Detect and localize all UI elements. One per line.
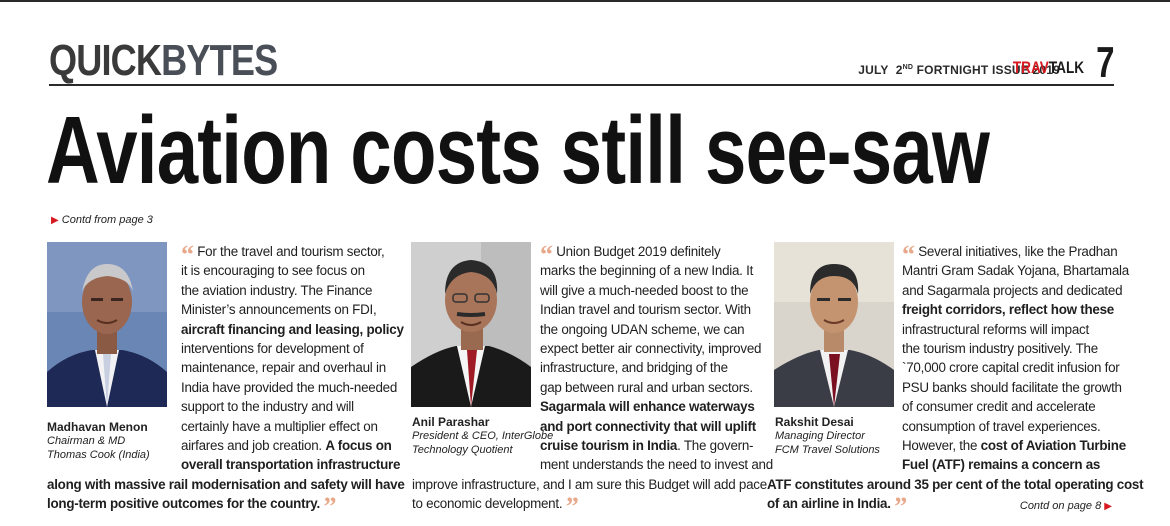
quote-madhavan-menon: “ For the travel and tourism sector, it … — [181, 240, 404, 473]
caption-anil-parashar: Anil Parashar President & CEO, InterGlob… — [412, 415, 553, 457]
person-name: Madhavan Menon — [47, 420, 148, 434]
close-quote-icon: ” — [565, 492, 579, 522]
section-title: QUICKBYTES — [49, 36, 278, 85]
person-name: Anil Parashar — [412, 415, 490, 429]
quote-madhavan-menon-tail: along with massive rail modernisation an… — [47, 477, 405, 522]
section-title-quick: QUICK — [49, 36, 162, 85]
contd-to: Contd on page 8 ▶ — [1020, 500, 1112, 512]
portrait-rakshit-desai — [774, 242, 894, 407]
top-rule — [0, 0, 1170, 2]
person-title: Chairman & MD — [47, 435, 126, 447]
quote-anil-parashar: “ Union Budget 2019 definitely marks the… — [540, 240, 773, 473]
arrow-right-icon: ▶ — [51, 215, 59, 226]
caption-rakshit-desai: Rakshit Desai Managing Director FCM Trav… — [775, 415, 880, 457]
quote-rakshit-desai: “ Several initiatives, like the Pradhan … — [902, 240, 1129, 473]
issue-date: JULY 2ND FORTNIGHT ISSUE 2019 — [858, 63, 1060, 77]
brand-talk: TALK — [1048, 58, 1084, 77]
contd-to-text: Contd on page 8 — [1019, 500, 1102, 512]
caption-madhavan-menon: Madhavan Menon Chairman & MD Thomas Cook… — [47, 420, 150, 462]
person-company: FCM Travel Solutions — [775, 444, 880, 456]
person-title: Managing Director — [775, 430, 865, 442]
quote-rakshit-desai-tail: ATF constitutes around 35 per cent of th… — [767, 477, 1144, 522]
portrait-anil-parashar — [411, 242, 531, 407]
contd-from: ▶ Contd from page 3 — [51, 214, 153, 226]
person-company: Thomas Cook (India) — [47, 449, 150, 461]
open-quote-icon: “ — [181, 240, 194, 269]
quote-anil-parashar-tail: improve infrastructure, and I am sure th… — [412, 477, 767, 522]
arrow-right-icon: ▶ — [1104, 501, 1112, 512]
person-title: President & CEO, InterGlobe — [412, 430, 554, 442]
headline: Aviation costs still see-saw — [46, 97, 990, 204]
brand-trav: TRAV — [1012, 58, 1049, 77]
open-quote-icon: “ — [540, 240, 553, 269]
contd-from-text: Contd from page 3 — [61, 214, 153, 226]
close-quote-icon: ” — [894, 492, 907, 522]
person-name: Rakshit Desai — [775, 415, 854, 429]
person-company: Technology Quotient — [412, 444, 513, 456]
brand-logo: TRAVTALK — [1013, 58, 1084, 78]
page-number: 7 — [1095, 38, 1114, 87]
header-rule — [49, 84, 1114, 86]
open-quote-icon: “ — [902, 240, 915, 269]
section-title-bytes: BYTES — [161, 36, 278, 85]
close-quote-icon: ” — [323, 492, 337, 522]
portrait-madhavan-menon — [47, 242, 167, 407]
